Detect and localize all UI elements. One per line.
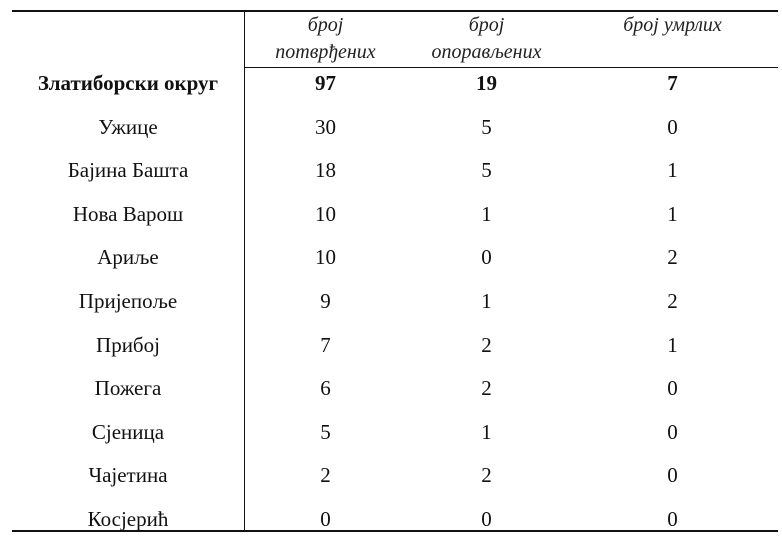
statistics-table: број потврђених број опорављених број ум… (12, 10, 778, 532)
row-deaths: 0 (667, 463, 678, 488)
row-confirmed: 6 (320, 376, 331, 401)
header-recovered: број опорављених (406, 12, 567, 70)
row-deaths: 1 (667, 158, 678, 183)
row-deaths: 0 (667, 114, 678, 139)
table-column-divider (244, 10, 245, 531)
row-recovered: 0 (481, 245, 492, 270)
row-name: Бајина Башта (67, 158, 189, 183)
row-recovered: 5 (481, 158, 492, 183)
row-confirmed: 2 (320, 463, 331, 488)
row-name: Чајетина (88, 463, 168, 488)
header-confirmed: број потврђених (245, 12, 406, 70)
row-deaths: 2 (667, 245, 678, 270)
row-deaths: 1 (667, 201, 678, 226)
row-name: Ужице (98, 114, 158, 139)
row-confirmed: 5 (320, 419, 331, 444)
table-row: Косјерић 0 0 0 (12, 498, 778, 542)
row-confirmed: 0 (320, 506, 331, 531)
header-bottom-rule (245, 67, 778, 68)
row-name: Пожега (94, 376, 162, 401)
row-recovered: 1 (481, 288, 492, 313)
table-row: Ужице 30 5 0 (12, 106, 778, 150)
row-confirmed: 10 (315, 245, 336, 270)
row-name: Ариље (97, 245, 159, 270)
row-confirmed: 30 (315, 114, 336, 139)
table-row: Нова Варош 10 1 1 (12, 193, 778, 237)
table-row: Пријепоље 9 1 2 (12, 280, 778, 324)
row-confirmed: 7 (320, 332, 331, 357)
row-name: Златиборски округ (37, 71, 219, 95)
row-recovered: 2 (481, 332, 492, 357)
row-recovered: 2 (481, 463, 492, 488)
table-top-rule (12, 10, 778, 12)
table-row: Ариље 10 0 2 (12, 236, 778, 280)
table-row: Сјеница 5 1 0 (12, 411, 778, 455)
row-confirmed: 9 (320, 288, 331, 313)
header-deaths-line1: број умрлих (623, 14, 722, 36)
header-confirmed-line1: број (307, 14, 344, 36)
table-row: Пожега 6 2 0 (12, 367, 778, 411)
table-row: Бајина Башта 18 5 1 (12, 149, 778, 193)
row-name: Пријепоље (78, 288, 178, 313)
header-deaths: број умрлих (567, 12, 778, 70)
row-recovered: 5 (481, 114, 492, 139)
row-deaths: 7 (667, 71, 678, 95)
row-recovered: 1 (481, 201, 492, 226)
row-deaths: 1 (667, 332, 678, 357)
row-recovered: 2 (481, 376, 492, 401)
table-row: Златиборски округ 97 19 7 (12, 62, 778, 106)
header-recovered-line2: опорављених (431, 41, 542, 63)
row-name: Сјеница (91, 419, 165, 444)
row-confirmed: 18 (315, 158, 336, 183)
row-name: Косјерић (87, 506, 169, 531)
table-body: Златиборски округ 97 19 7 Ужице 30 5 0 Бајина Ба… (12, 62, 778, 542)
row-name: Нова Варош (72, 201, 184, 226)
row-deaths: 2 (667, 288, 678, 313)
row-recovered: 19 (476, 71, 497, 95)
row-deaths: 0 (667, 419, 678, 444)
row-recovered: 0 (481, 506, 492, 531)
table-row: Прибој 7 2 1 (12, 324, 778, 368)
table-header: број потврђених број опорављених број ум… (245, 12, 778, 70)
row-deaths: 0 (667, 376, 678, 401)
row-recovered: 1 (481, 419, 492, 444)
row-name: Прибој (96, 332, 160, 357)
row-confirmed: 10 (315, 201, 336, 226)
row-confirmed: 97 (315, 71, 336, 95)
table-bottom-rule (12, 530, 778, 532)
header-confirmed-line2: потврђених (275, 41, 376, 63)
row-deaths: 0 (667, 506, 678, 531)
header-recovered-line1: број (468, 14, 505, 36)
table-row: Чајетина 2 2 0 (12, 454, 778, 498)
